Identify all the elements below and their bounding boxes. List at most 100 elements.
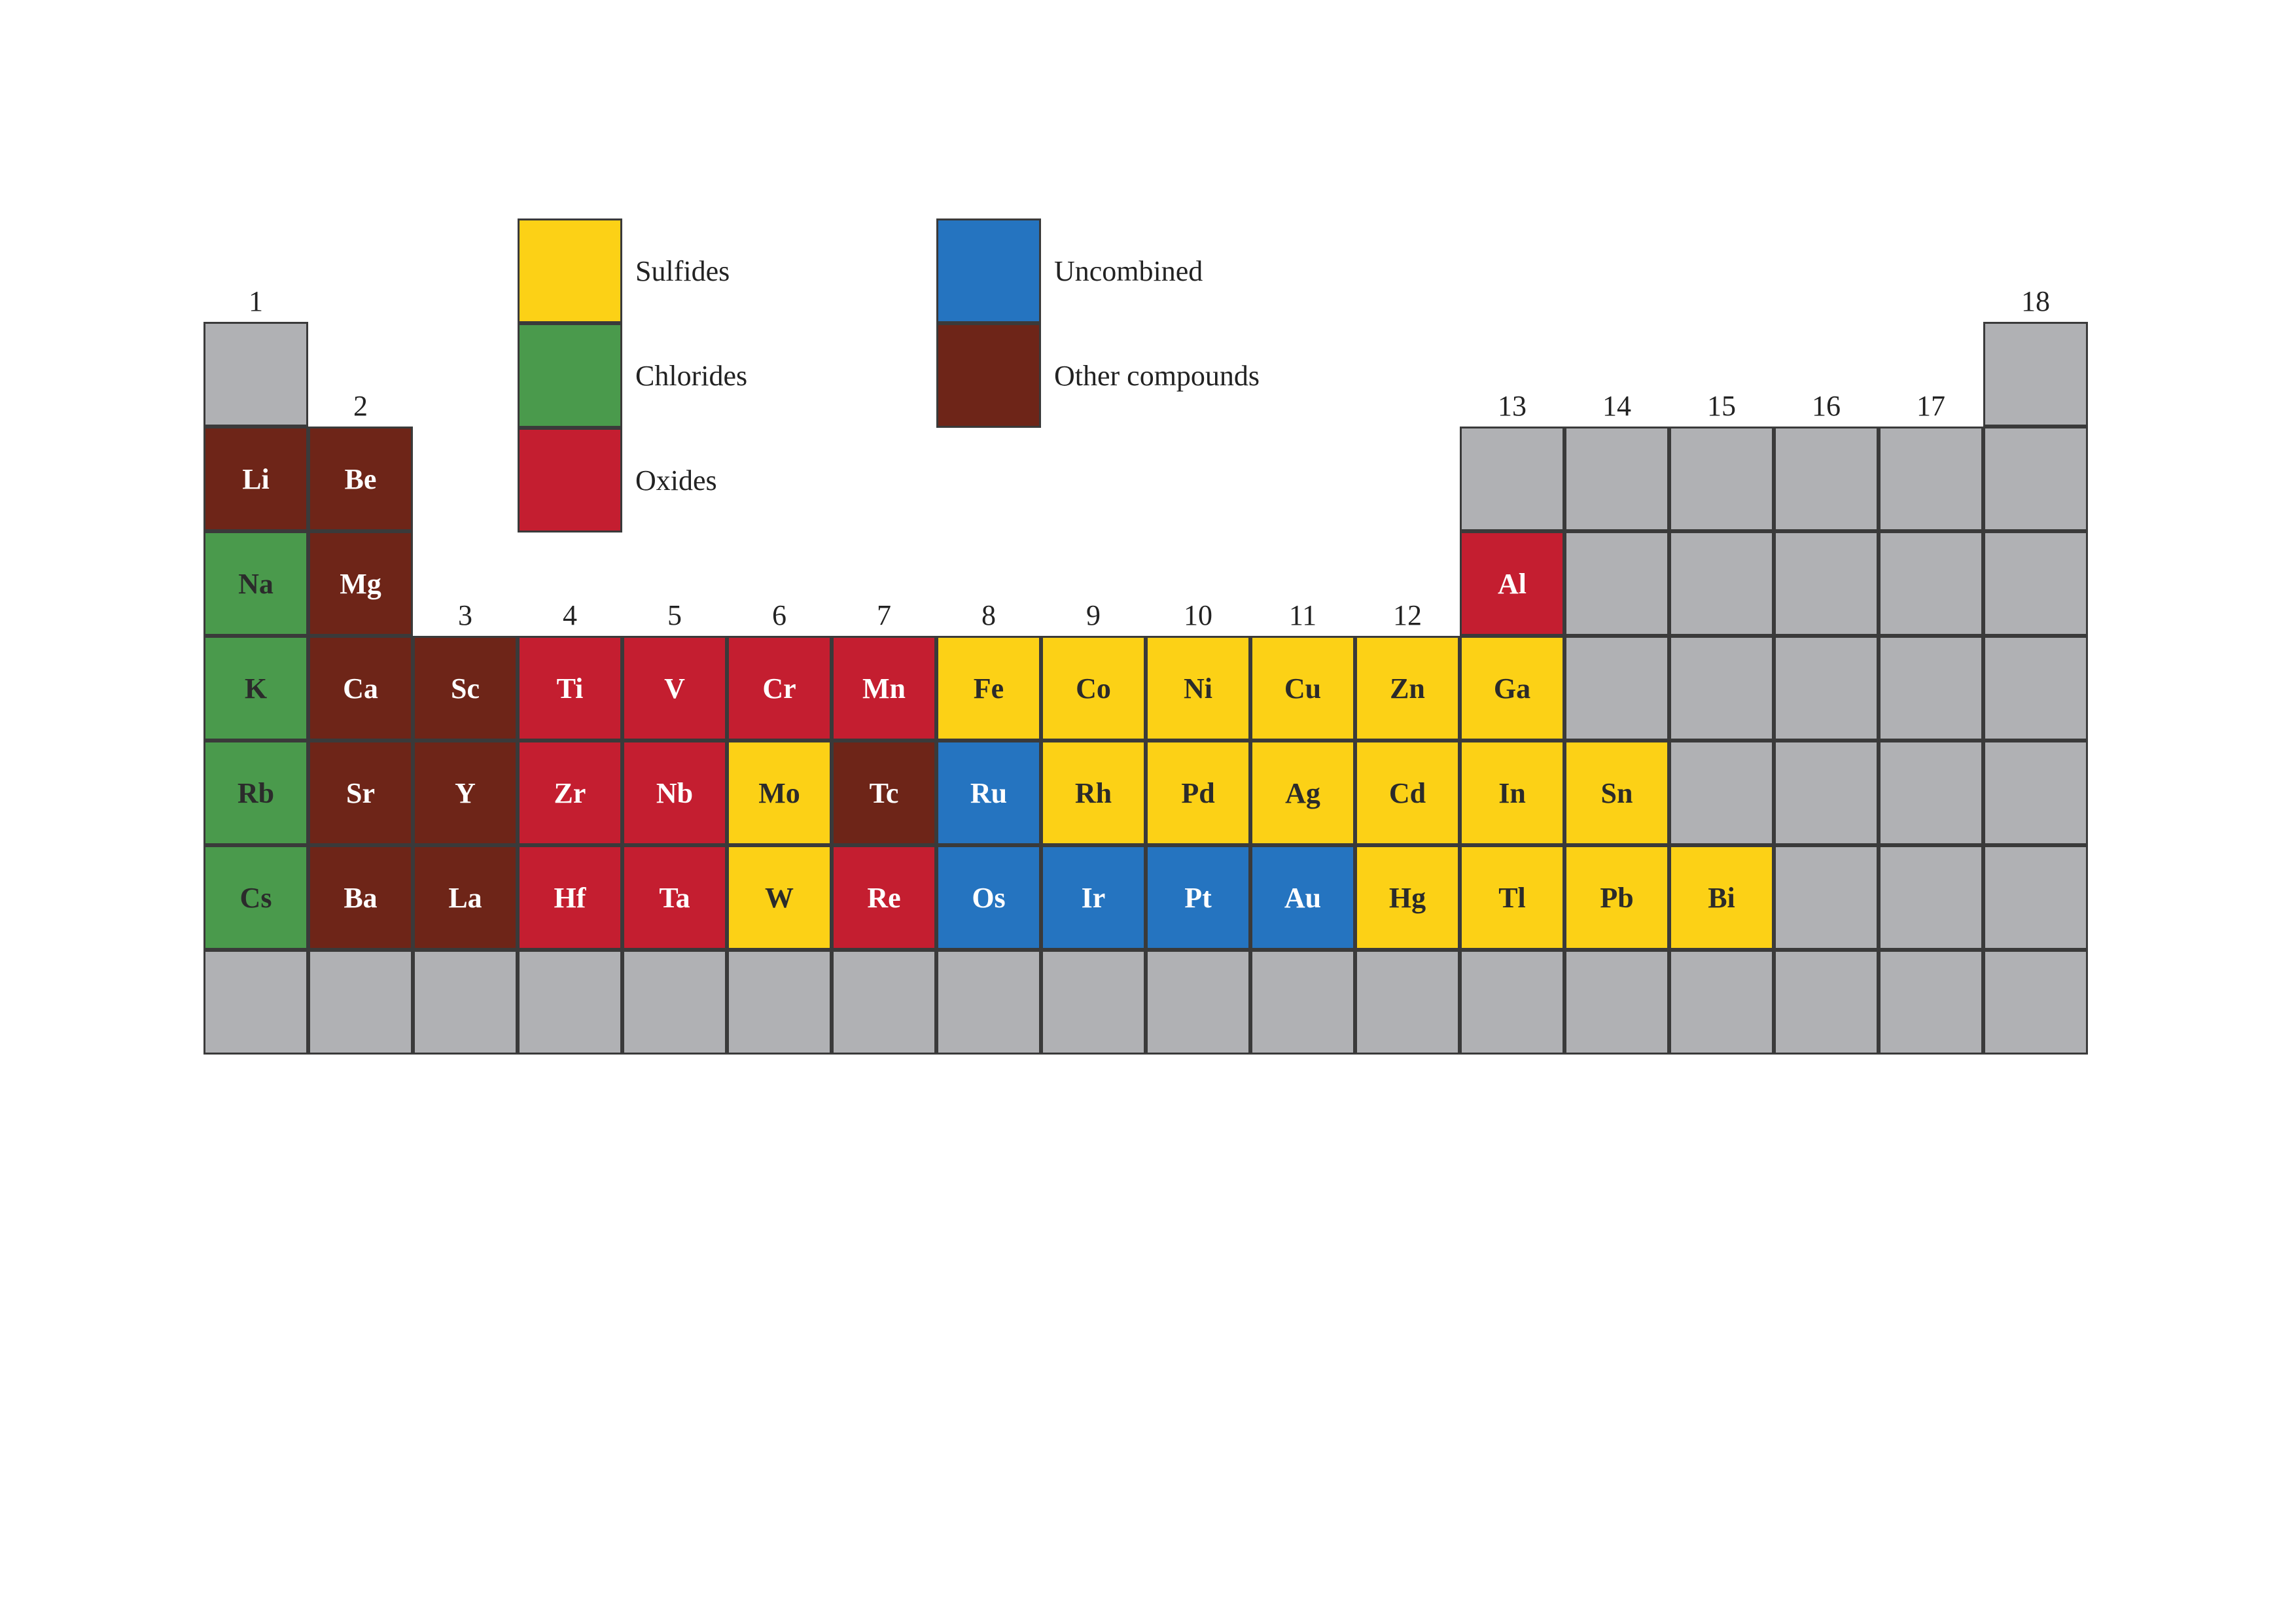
element-cell-rb: Rb [203, 741, 308, 845]
empty-element-cell [1983, 531, 2088, 636]
empty-element-cell [1460, 427, 1564, 531]
element-cell-pt: Pt [1146, 845, 1250, 950]
empty-element-cell [1774, 531, 1879, 636]
empty-element-cell [1879, 845, 1983, 950]
empty-element-cell [1041, 950, 1146, 1055]
group-label-14: 14 [1602, 390, 1631, 422]
empty-element-cell [413, 950, 518, 1055]
group-label-6: 6 [772, 599, 786, 631]
legend-swatch-chlorides [518, 323, 622, 428]
group-label-9: 9 [1086, 599, 1101, 631]
empty-element-cell [1879, 427, 1983, 531]
empty-element-cell [1774, 427, 1879, 531]
legend-swatch-uncombined [936, 218, 1041, 323]
empty-element-cell [1460, 950, 1564, 1055]
element-cell-tc: Tc [832, 741, 936, 845]
group-label-15: 15 [1707, 390, 1736, 422]
element-cell-pb: Pb [1564, 845, 1669, 950]
element-cell-mn: Mn [832, 636, 936, 741]
element-cell-hf: Hf [518, 845, 622, 950]
legend-label-chlorides: Chlorides [635, 359, 748, 392]
empty-element-cell [1983, 636, 2088, 741]
legend-label-uncombined: Uncombined [1054, 254, 1203, 287]
legend-swatch-other [936, 323, 1041, 428]
empty-element-cell [1355, 950, 1460, 1055]
empty-element-cell [1983, 845, 2088, 950]
element-cell-ni: Ni [1146, 636, 1250, 741]
empty-element-cell [1879, 531, 1983, 636]
group-label-7: 7 [877, 599, 891, 631]
element-cell-k: K [203, 636, 308, 741]
group-label-13: 13 [1498, 390, 1527, 422]
group-label-17: 17 [1916, 390, 1945, 422]
empty-element-cell [1983, 322, 2088, 427]
element-cell-cr: Cr [727, 636, 832, 741]
group-label-2: 2 [353, 390, 368, 422]
empty-element-cell [1879, 636, 1983, 741]
empty-element-cell [1774, 950, 1879, 1055]
element-cell-sr: Sr [308, 741, 413, 845]
element-cell-os: Os [936, 845, 1041, 950]
element-cell-hg: Hg [1355, 845, 1460, 950]
empty-element-cell [1983, 741, 2088, 845]
empty-element-cell [1669, 531, 1774, 636]
legend-label-other: Other compounds [1054, 359, 1260, 392]
empty-element-cell [518, 950, 622, 1055]
element-cell-ba: Ba [308, 845, 413, 950]
legend-label-oxides: Oxides [635, 464, 717, 497]
element-cell-na: Na [203, 531, 308, 636]
element-cell-mg: Mg [308, 531, 413, 636]
group-label-1: 1 [249, 285, 263, 317]
element-cell-bi: Bi [1669, 845, 1774, 950]
legend-swatch-oxides [518, 428, 622, 532]
element-cell-re: Re [832, 845, 936, 950]
empty-element-cell [1879, 741, 1983, 845]
empty-element-cell [622, 950, 727, 1055]
element-cell-y: Y [413, 741, 518, 845]
element-cell-mo: Mo [727, 741, 832, 845]
group-label-16: 16 [1812, 390, 1841, 422]
element-cell-co: Co [1041, 636, 1146, 741]
element-cell-nb: Nb [622, 741, 727, 845]
element-cell-w: W [727, 845, 832, 950]
element-cell-rh: Rh [1041, 741, 1146, 845]
empty-element-cell [1146, 950, 1250, 1055]
empty-element-cell [1564, 636, 1669, 741]
empty-element-cell [1669, 741, 1774, 845]
empty-element-cell [1669, 636, 1774, 741]
element-cell-zr: Zr [518, 741, 622, 845]
group-label-3: 3 [458, 599, 472, 631]
group-label-4: 4 [563, 599, 577, 631]
element-cell-cu: Cu [1250, 636, 1355, 741]
empty-element-cell [1983, 950, 2088, 1055]
element-cell-cd: Cd [1355, 741, 1460, 845]
element-cell-v: V [622, 636, 727, 741]
element-cell-ta: Ta [622, 845, 727, 950]
empty-element-cell [1564, 531, 1669, 636]
empty-element-cell [308, 950, 413, 1055]
group-label-12: 12 [1393, 599, 1422, 631]
element-cell-au: Au [1250, 845, 1355, 950]
group-label-5: 5 [667, 599, 682, 631]
element-cell-li: Li [203, 427, 308, 531]
empty-element-cell [1564, 427, 1669, 531]
element-cell-al: Al [1460, 531, 1564, 636]
element-cell-pd: Pd [1146, 741, 1250, 845]
empty-element-cell [1983, 427, 2088, 531]
legend-label-sulfides: Sulfides [635, 254, 730, 287]
group-label-8: 8 [981, 599, 996, 631]
empty-element-cell [832, 950, 936, 1055]
empty-element-cell [1774, 741, 1879, 845]
empty-element-cell [1669, 950, 1774, 1055]
element-cell-be: Be [308, 427, 413, 531]
element-cell-fe: Fe [936, 636, 1041, 741]
element-cell-sn: Sn [1564, 741, 1669, 845]
empty-element-cell [727, 950, 832, 1055]
empty-element-cell [1669, 427, 1774, 531]
empty-element-cell [1250, 950, 1355, 1055]
empty-element-cell [1774, 636, 1879, 741]
element-cell-ag: Ag [1250, 741, 1355, 845]
empty-element-cell [1879, 950, 1983, 1055]
group-label-10: 10 [1184, 599, 1212, 631]
